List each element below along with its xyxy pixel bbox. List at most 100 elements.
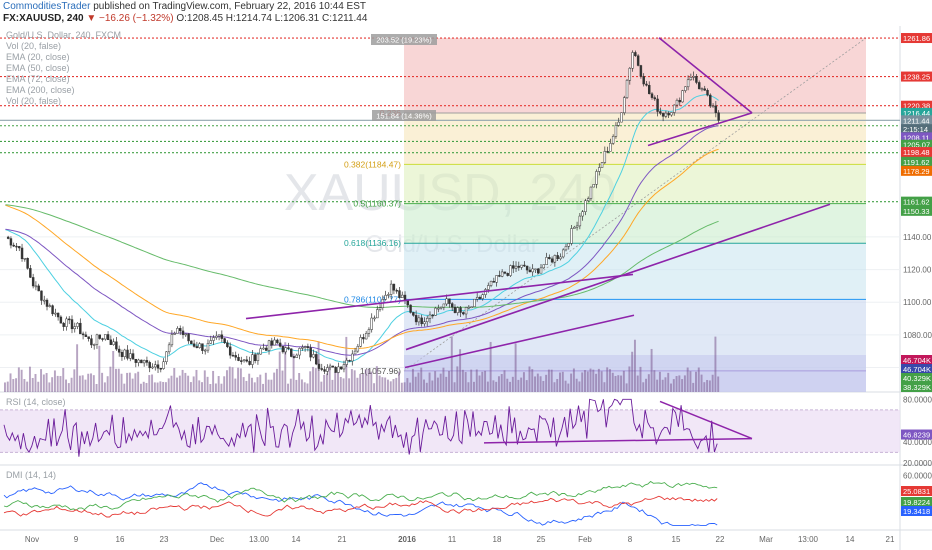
candle-body bbox=[51, 305, 54, 315]
candle-body bbox=[292, 356, 296, 358]
volume-bar bbox=[553, 382, 556, 392]
fib-level-label: 1(1057.96) bbox=[360, 366, 401, 376]
price-tag: 1238.25 bbox=[903, 73, 930, 82]
price-tag: 1220.38 bbox=[903, 102, 930, 111]
rsi-tag: 46.8239 bbox=[903, 431, 930, 440]
volume-bar bbox=[23, 379, 26, 392]
candle-body bbox=[167, 344, 171, 353]
candle-body bbox=[101, 338, 104, 340]
candle-body bbox=[62, 322, 65, 327]
trendline bbox=[647, 112, 753, 147]
candle-body bbox=[339, 366, 343, 370]
candle-body bbox=[253, 354, 257, 362]
price-tags: 1261.86 1238.25 1220.381216.441211.442:15:… bbox=[901, 33, 932, 516]
volume-bar bbox=[667, 372, 670, 392]
volume-bar bbox=[84, 379, 87, 392]
candle-body bbox=[240, 360, 243, 362]
candle-body bbox=[331, 365, 335, 368]
volume-bar bbox=[314, 368, 317, 392]
candle-body bbox=[464, 307, 468, 315]
candle-body bbox=[217, 334, 221, 337]
volume-bar bbox=[198, 380, 201, 392]
candle-body bbox=[165, 351, 168, 363]
volume-bar bbox=[664, 377, 667, 392]
volume-bar bbox=[689, 371, 692, 392]
candle-body bbox=[276, 339, 279, 344]
volume-bar bbox=[34, 373, 37, 392]
volume-bar bbox=[231, 367, 234, 392]
candle-body bbox=[606, 151, 609, 153]
candle-body bbox=[489, 280, 493, 286]
volume-bar bbox=[45, 373, 48, 392]
candle-body bbox=[115, 341, 118, 350]
candle-body bbox=[478, 296, 482, 299]
candle-body bbox=[503, 271, 507, 274]
volume-bar bbox=[578, 381, 581, 392]
volume-bar bbox=[109, 366, 112, 392]
candle-body bbox=[625, 79, 629, 98]
volume-bar bbox=[425, 382, 428, 392]
candle-body bbox=[273, 339, 276, 346]
volume-bar bbox=[73, 369, 76, 392]
candle-body bbox=[206, 343, 210, 351]
volume-bar bbox=[228, 366, 231, 392]
price-tag: 1208.11 bbox=[903, 133, 930, 142]
volume-bar bbox=[67, 383, 70, 392]
candle-body bbox=[79, 322, 82, 335]
dmi-tag: 25.0831 bbox=[903, 487, 930, 496]
author-link[interactable]: CommoditiesTrader bbox=[3, 1, 91, 12]
rsi-trendline bbox=[659, 400, 753, 440]
candle-body bbox=[148, 362, 151, 369]
volume-bar bbox=[112, 350, 115, 392]
volume-bar bbox=[656, 379, 659, 392]
candle-body bbox=[209, 340, 212, 344]
candle-body bbox=[678, 99, 681, 103]
candle-body bbox=[425, 318, 429, 322]
volume-bar bbox=[559, 372, 561, 392]
candle-body bbox=[434, 307, 437, 316]
candle-body bbox=[556, 255, 559, 260]
volume-bar bbox=[117, 368, 120, 392]
candle-body bbox=[112, 341, 115, 345]
horizontal-levels[interactable] bbox=[0, 37, 900, 203]
price-tag-bg bbox=[901, 132, 932, 143]
candle-body bbox=[70, 319, 74, 330]
volume-bar bbox=[342, 378, 345, 392]
symbol-label[interactable]: FX:XAUUSD, 240 bbox=[3, 13, 84, 24]
candle-body bbox=[6, 236, 10, 239]
volume-bar bbox=[461, 369, 464, 392]
volume-bar bbox=[284, 342, 287, 392]
volume-bars bbox=[4, 336, 866, 392]
candle-body bbox=[398, 290, 401, 298]
volume-bar bbox=[206, 376, 209, 392]
volume-bar bbox=[717, 376, 720, 392]
volume-bar bbox=[464, 372, 467, 392]
candle-body bbox=[567, 243, 570, 247]
volume-bar bbox=[184, 372, 187, 392]
time-tick: 14 bbox=[292, 535, 301, 544]
price-change: ▼ −16.26 (−1.32%) bbox=[86, 13, 174, 24]
candle-body bbox=[298, 348, 301, 356]
candle-body bbox=[201, 343, 204, 351]
legend-item: EMA (200, close) bbox=[6, 85, 75, 95]
volume-bar bbox=[633, 339, 636, 392]
volume-bar bbox=[331, 379, 334, 392]
fib-level-label: 0.5(1160.37) bbox=[353, 199, 401, 209]
volume-bar bbox=[700, 374, 703, 392]
volume-bar bbox=[145, 382, 148, 392]
candle-body bbox=[695, 76, 698, 83]
candle-body bbox=[414, 315, 418, 323]
rsi-tick: 20.0000 bbox=[903, 459, 932, 468]
candle-body bbox=[84, 334, 88, 337]
volume-bar bbox=[661, 379, 664, 392]
fibonacci-retracement[interactable]: 0.2360.382(1184.47)0.5(1160.37)0.618(113… bbox=[344, 37, 867, 392]
candle-body bbox=[48, 305, 52, 307]
volume-bar bbox=[56, 375, 59, 392]
candle-body bbox=[523, 264, 526, 267]
time-axis[interactable]: Nov 9 16 23 Dec 13.00 14 21 2016 11 18 25 Feb 8 15 22 Ma… bbox=[25, 535, 895, 544]
volume-bar bbox=[708, 380, 711, 392]
volume-bar bbox=[287, 383, 290, 392]
trendline-drawings[interactable] bbox=[245, 37, 831, 369]
candle-body bbox=[376, 309, 379, 319]
